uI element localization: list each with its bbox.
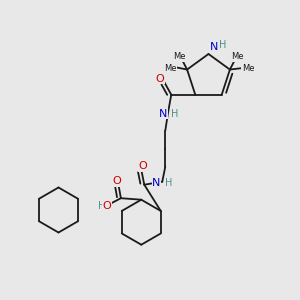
Text: N: N: [152, 178, 160, 188]
Text: H: H: [98, 201, 105, 211]
Text: H: H: [171, 109, 178, 118]
Text: H: H: [219, 40, 226, 50]
Text: O: O: [138, 161, 147, 171]
Text: H: H: [165, 178, 172, 188]
Text: Me: Me: [164, 64, 177, 73]
Text: Me: Me: [242, 64, 254, 74]
Text: Me: Me: [231, 52, 244, 62]
Text: O: O: [102, 201, 111, 211]
Text: O: O: [156, 74, 164, 84]
Text: Me: Me: [173, 52, 186, 62]
Text: O: O: [112, 176, 121, 186]
Text: N: N: [210, 41, 218, 52]
Text: N: N: [159, 109, 167, 118]
